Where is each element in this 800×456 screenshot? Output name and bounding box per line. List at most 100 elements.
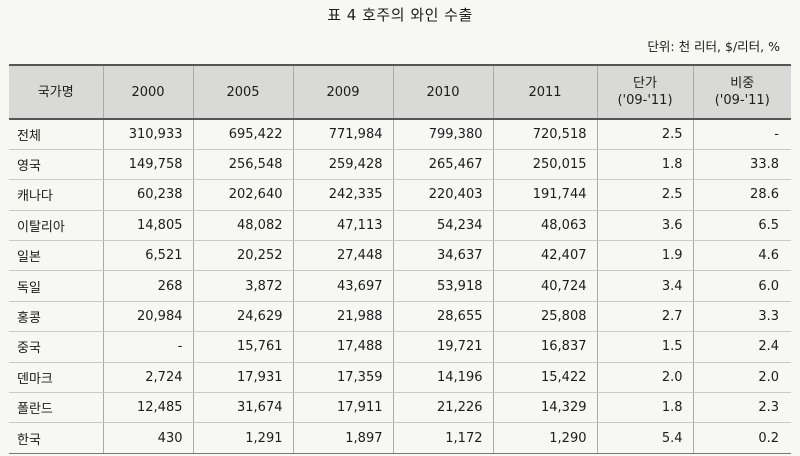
- cell-share: 2.3: [692, 392, 791, 424]
- cell-y2005: 31,674: [192, 392, 294, 424]
- cell-y2000: -: [102, 331, 194, 363]
- cell-y2009: 17,488: [292, 331, 394, 363]
- table-row: 전체 310,933 695,422 771,984 799,380 720,518 2.5…: [9, 119, 791, 150]
- cell-y2000: 6,521: [102, 240, 194, 272]
- cell-country: 이탈리아: [9, 210, 104, 242]
- cell-country: 독일: [9, 270, 104, 302]
- cell-y2011: 14,329: [492, 392, 598, 424]
- header-share: 비중 ('09-'11): [692, 64, 791, 120]
- wine-export-table: 국가명 2000 2005 2009 2010 2011 단가 ('09-'11…: [9, 64, 791, 454]
- cell-y2009: 17,359: [292, 362, 394, 394]
- cell-share: 2.4: [692, 331, 791, 363]
- cell-y2010: 19,721: [392, 331, 494, 363]
- cell-unit-price: 5.4: [596, 422, 694, 454]
- cell-unit-price: 1.9: [596, 240, 694, 272]
- cell-y2011: 42,407: [492, 240, 598, 272]
- cell-share: -: [692, 119, 791, 150]
- cell-y2000: 149,758: [102, 149, 194, 181]
- cell-unit-price: 2.5: [596, 179, 694, 211]
- cell-y2009: 17,911: [292, 392, 394, 424]
- cell-y2011: 48,063: [492, 210, 598, 242]
- cell-country: 전체: [9, 119, 104, 150]
- cell-unit-price: 2.7: [596, 301, 694, 333]
- table-row: 이탈리아 14,805 48,082 47,113 54,234 48,063 3.6 6.5: [9, 210, 791, 242]
- table-row: 캐나다 60,238 202,640 242,335 220,403 191,744 2.5…: [9, 179, 791, 211]
- header-2005: 2005: [192, 64, 294, 120]
- cell-country: 폴란드: [9, 392, 104, 424]
- header-2011: 2011: [492, 64, 598, 120]
- header-2009: 2009: [292, 64, 394, 120]
- table-row: 홍콩 20,984 24,629 21,988 28,655 25,808 2.7 3.3: [9, 301, 791, 333]
- cell-country: 덴마크: [9, 362, 104, 394]
- cell-y2000: 310,933: [102, 119, 194, 150]
- cell-unit-price: 1.8: [596, 149, 694, 181]
- cell-share: 3.3: [692, 301, 791, 333]
- header-2010: 2010: [392, 64, 494, 120]
- cell-y2009: 242,335: [292, 179, 394, 211]
- cell-y2005: 48,082: [192, 210, 294, 242]
- cell-y2005: 695,422: [192, 119, 294, 150]
- table-title: 표 4 호주의 와인 수출: [327, 6, 473, 24]
- table-row: 영국 149,758 256,548 259,428 265,467 250,015 1.8…: [9, 149, 791, 181]
- cell-y2000: 20,984: [102, 301, 194, 333]
- cell-y2005: 24,629: [192, 301, 294, 333]
- cell-y2009: 771,984: [292, 119, 394, 150]
- cell-y2000: 268: [102, 270, 194, 302]
- cell-unit-price: 1.5: [596, 331, 694, 363]
- cell-y2010: 54,234: [392, 210, 494, 242]
- cell-share: 0.2: [692, 422, 791, 454]
- cell-y2009: 1,897: [292, 422, 394, 454]
- cell-unit-price: 2.0: [596, 362, 694, 394]
- cell-share: 6.0: [692, 270, 791, 302]
- cell-y2010: 14,196: [392, 362, 494, 394]
- cell-share: 4.6: [692, 240, 791, 272]
- table-body: 전체 310,933 695,422 771,984 799,380 720,518 2.5…: [9, 119, 791, 454]
- cell-y2009: 259,428: [292, 149, 394, 181]
- cell-country: 일본: [9, 240, 104, 272]
- cell-y2005: 1,291: [192, 422, 294, 454]
- table-row: 한국 430 1,291 1,897 1,172 1,290 5.4 0.2: [9, 422, 791, 454]
- cell-share: 28.6: [692, 179, 791, 211]
- cell-country: 홍콩: [9, 301, 104, 333]
- cell-y2000: 60,238: [102, 179, 194, 211]
- cell-y2011: 191,744: [492, 179, 598, 211]
- cell-y2011: 250,015: [492, 149, 598, 181]
- cell-share: 2.0: [692, 362, 791, 394]
- cell-y2010: 1,172: [392, 422, 494, 454]
- cell-y2011: 15,422: [492, 362, 598, 394]
- cell-y2005: 256,548: [192, 149, 294, 181]
- cell-country: 영국: [9, 149, 104, 181]
- cell-y2011: 16,837: [492, 331, 598, 363]
- cell-y2011: 720,518: [492, 119, 598, 150]
- cell-y2000: 12,485: [102, 392, 194, 424]
- header-row: 국가명 2000 2005 2009 2010 2011 단가 ('09-'11…: [9, 64, 791, 120]
- cell-y2010: 53,918: [392, 270, 494, 302]
- cell-y2010: 21,226: [392, 392, 494, 424]
- table-row: 독일 268 3,872 43,697 53,918 40,724 3.4 6.0: [9, 270, 791, 302]
- cell-unit-price: 3.4: [596, 270, 694, 302]
- cell-y2010: 220,403: [392, 179, 494, 211]
- header-unit-price-label: 단가: [633, 76, 657, 91]
- cell-share: 6.5: [692, 210, 791, 242]
- cell-unit-price: 2.5: [596, 119, 694, 150]
- table-row: 일본 6,521 20,252 27,448 34,637 42,407 1.9 4.6: [9, 240, 791, 272]
- cell-y2009: 21,988: [292, 301, 394, 333]
- header-unit-price: 단가 ('09-'11): [596, 64, 694, 120]
- cell-y2011: 40,724: [492, 270, 598, 302]
- cell-y2009: 27,448: [292, 240, 394, 272]
- table-row: 중국 -15,761 17,488 19,721 16,837 1.5 2.4: [9, 331, 791, 363]
- header-share-label: 비중: [730, 76, 755, 91]
- cell-country: 중국: [9, 331, 104, 363]
- cell-y2010: 34,637: [392, 240, 494, 272]
- cell-country: 한국: [9, 422, 104, 454]
- header-share-period: ('09-'11): [714, 93, 770, 108]
- cell-country: 캐나다: [9, 179, 104, 211]
- table-row: 폴란드 12,485 31,674 17,911 21,226 14,329 1.8 2.3: [9, 392, 791, 424]
- cell-y2011: 25,808: [492, 301, 598, 333]
- cell-y2000: 2,724: [102, 362, 194, 394]
- cell-y2000: 430: [102, 422, 194, 454]
- header-unit-price-period: ('09-'11): [617, 93, 673, 108]
- cell-y2009: 47,113: [292, 210, 394, 242]
- cell-y2005: 17,931: [192, 362, 294, 394]
- cell-unit-price: 1.8: [596, 392, 694, 424]
